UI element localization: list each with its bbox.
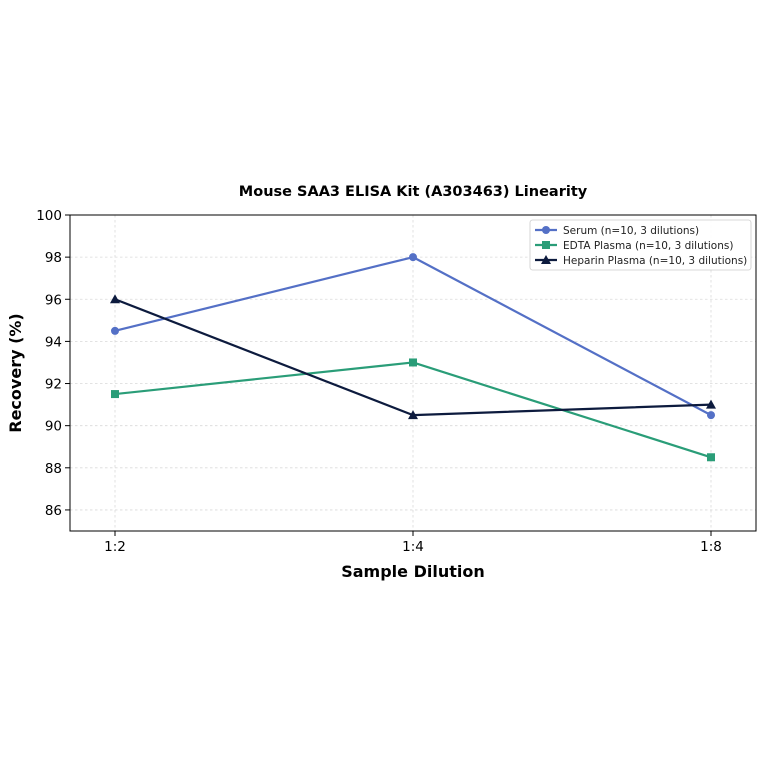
data-point xyxy=(111,326,119,335)
legend-label: EDTA Plasma (n=10, 3 dilutions) xyxy=(563,240,733,252)
legend-label: Serum (n=10, 3 dilutions) xyxy=(563,225,699,237)
data-point xyxy=(408,410,418,420)
y-tick-label: 90 xyxy=(45,419,62,435)
x-tick-label: 1:2 xyxy=(104,539,126,555)
y-tick-label: 86 xyxy=(45,503,62,519)
x-tick-label: 1:8 xyxy=(700,539,722,555)
legend-marker xyxy=(542,241,550,249)
y-tick-label: 96 xyxy=(45,292,62,308)
legend-entry: Heparin Plasma (n=10, 3 dilutions) xyxy=(535,255,747,267)
data-point xyxy=(111,390,119,399)
series-triangle xyxy=(110,294,716,420)
legend-entry: Serum (n=10, 3 dilutions) xyxy=(535,225,699,237)
y-axis-label: Recovery (%) xyxy=(6,313,25,432)
series-layer xyxy=(110,253,716,462)
data-point xyxy=(707,411,715,420)
y-tick-label: 98 xyxy=(45,250,62,266)
y-tick-label: 100 xyxy=(36,208,62,224)
y-tick-label: 94 xyxy=(45,334,62,350)
legend: Serum (n=10, 3 dilutions) EDTA Plasma (n=… xyxy=(529,219,752,271)
data-point xyxy=(706,399,716,409)
x-axis-ticks: 1:2 1:4 1:8 xyxy=(104,531,722,555)
y-tick-label: 92 xyxy=(45,377,62,393)
data-point xyxy=(409,358,417,367)
x-axis-label: Sample Dilution xyxy=(341,562,485,581)
chart-title: Mouse SAA3 ELISA Kit (A303463) Linearity xyxy=(239,184,588,200)
legend-marker xyxy=(541,255,551,264)
x-tick-label: 1:4 xyxy=(402,539,424,555)
legend-box xyxy=(529,219,752,271)
data-point xyxy=(707,453,715,462)
legend-label: Heparin Plasma (n=10, 3 dilutions) xyxy=(563,255,747,267)
y-axis-ticks: 86 88 90 92 94 96 98 100 xyxy=(36,208,70,519)
legend-marker xyxy=(542,226,550,234)
y-tick-label: 88 xyxy=(45,461,62,477)
series-square xyxy=(111,358,715,462)
data-point xyxy=(409,253,417,262)
data-point xyxy=(110,294,120,304)
series-circle xyxy=(111,253,715,420)
legend-entry: EDTA Plasma (n=10, 3 dilutions) xyxy=(535,240,733,252)
